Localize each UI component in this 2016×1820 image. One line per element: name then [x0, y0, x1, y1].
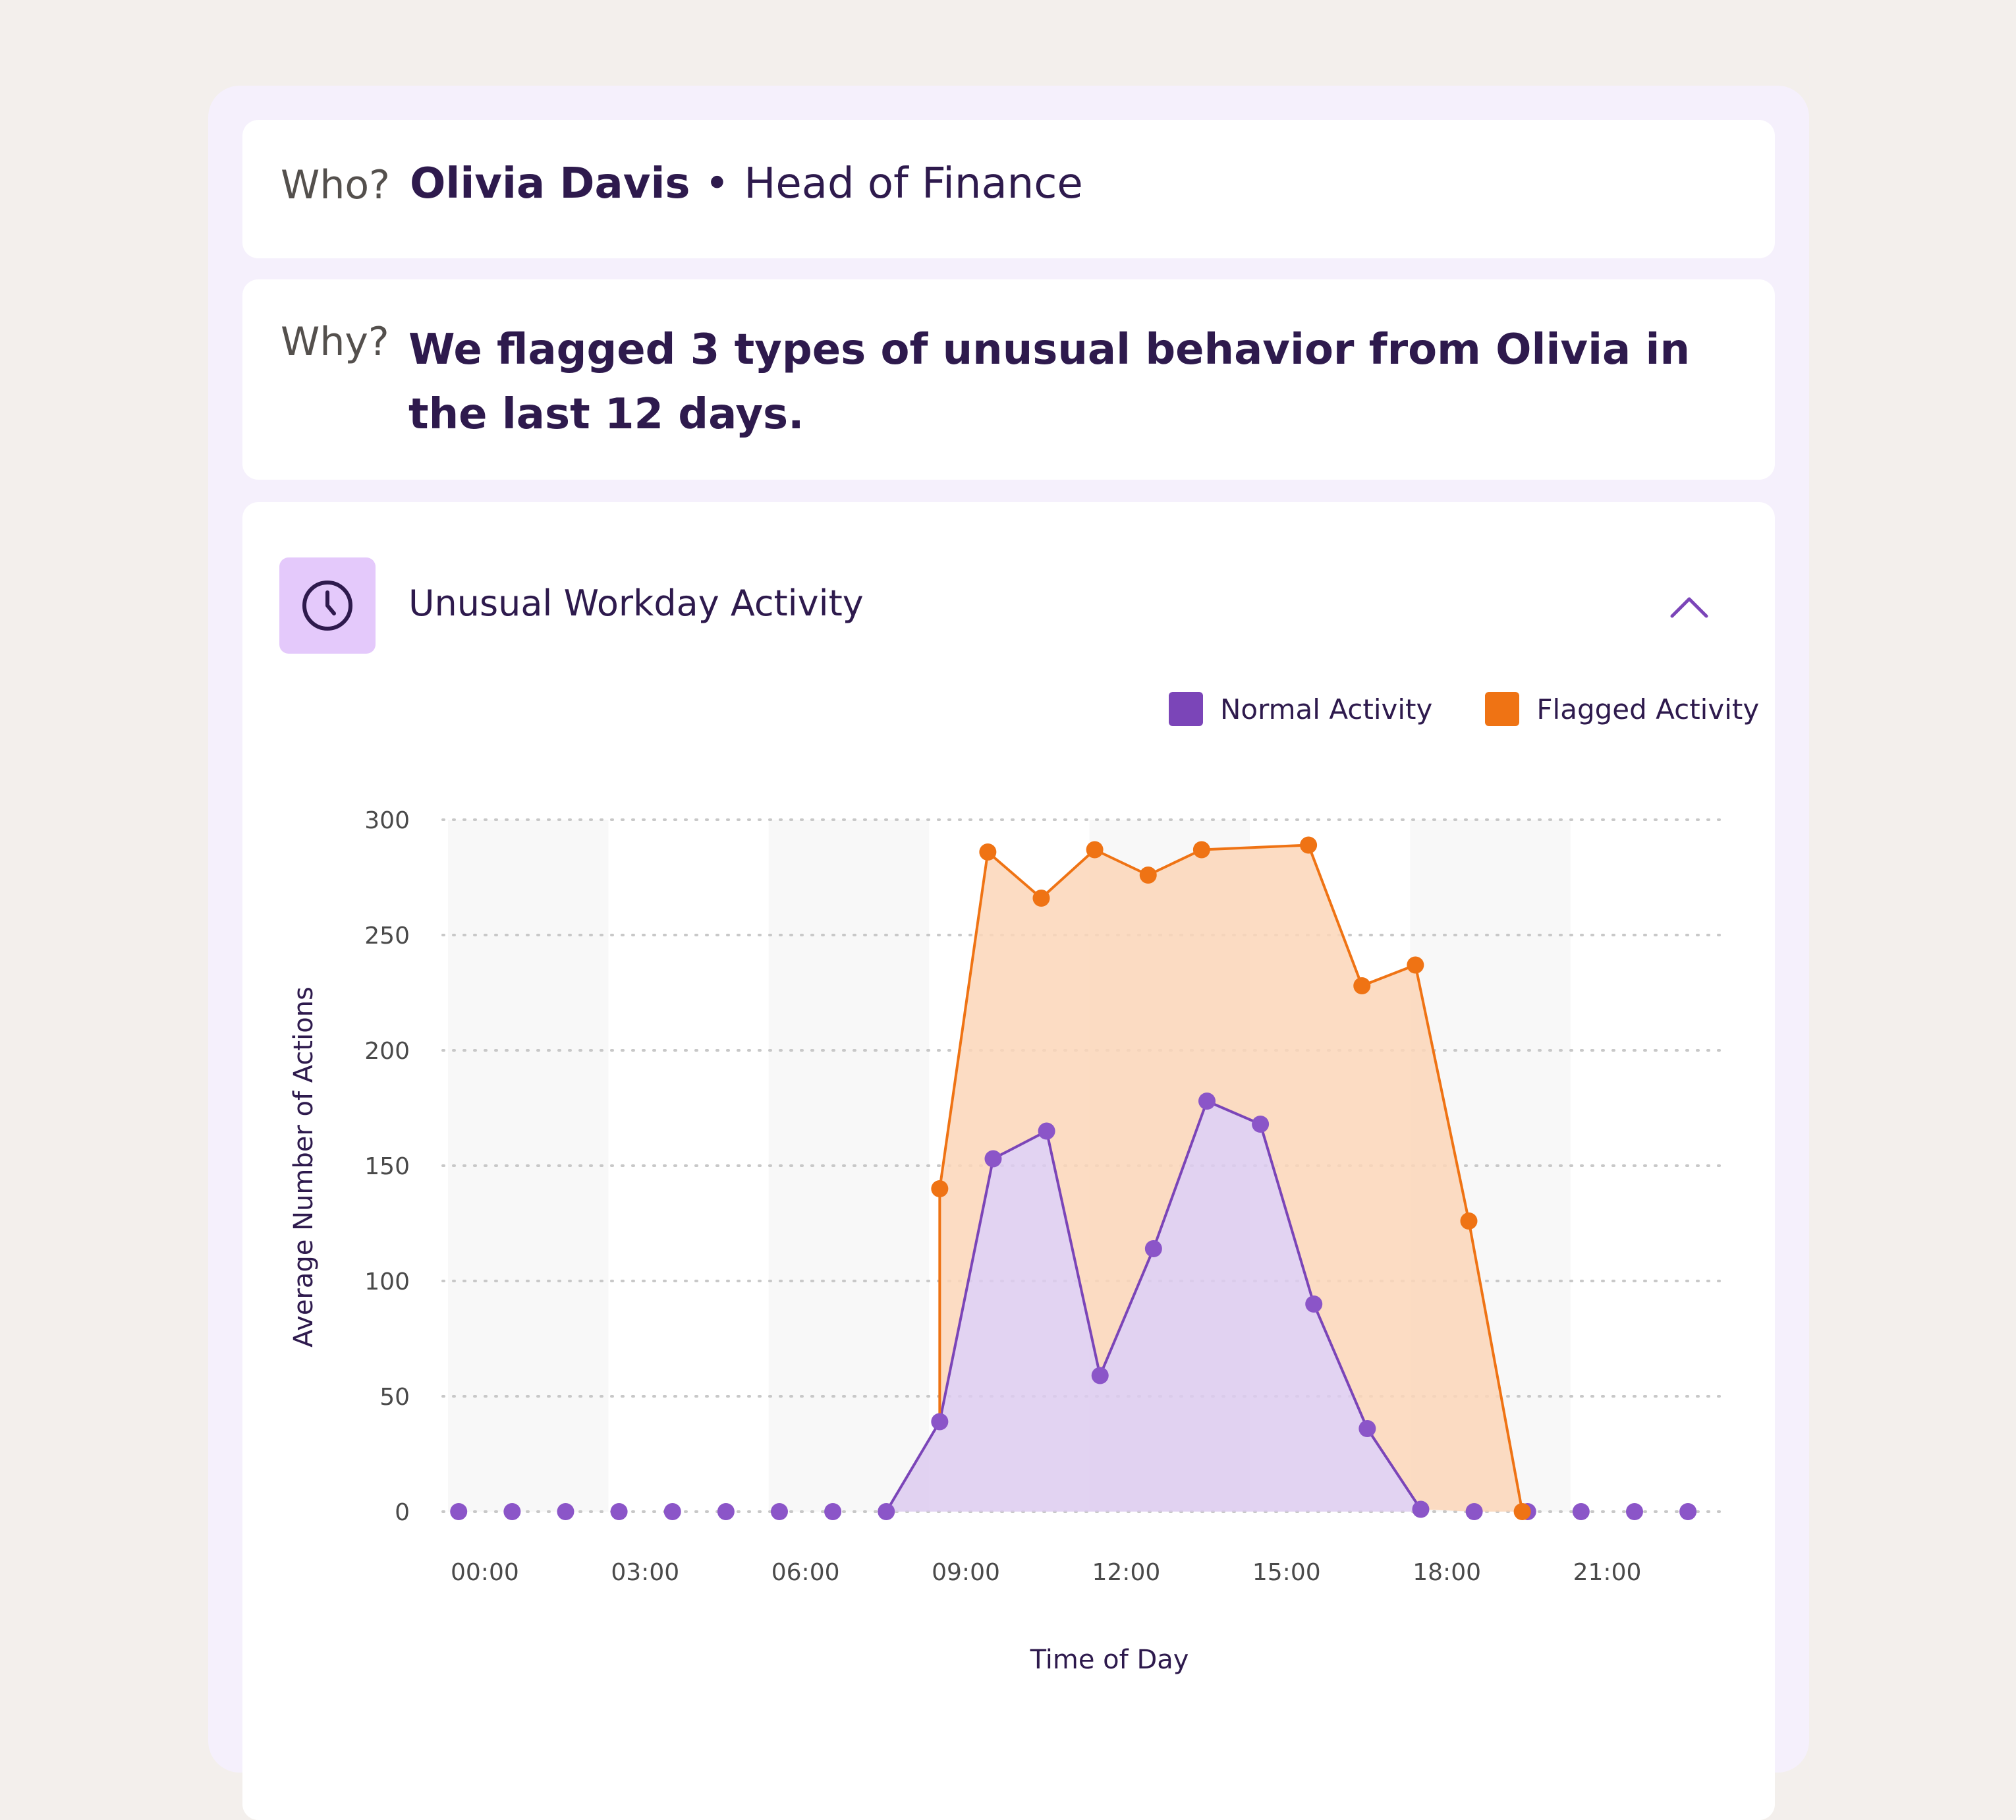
normal-activity-point[interactable]	[1038, 1122, 1055, 1140]
collapse-button[interactable]	[1663, 584, 1716, 630]
y-tick-label: 0	[395, 1499, 410, 1526]
clock-icon	[302, 581, 352, 631]
normal-activity-point[interactable]	[1252, 1116, 1270, 1133]
flagged-activity-area	[939, 845, 1523, 1512]
x-tick-label: 18:00	[1413, 1559, 1481, 1586]
x-tick-label: 09:00	[932, 1559, 1000, 1586]
normal-activity-point[interactable]	[1412, 1500, 1430, 1518]
normal-activity-point[interactable]	[984, 1150, 1002, 1168]
normal-activity-point[interactable]	[1465, 1503, 1483, 1520]
normal-activity-point[interactable]	[1091, 1367, 1109, 1384]
y-tick-label: 200	[364, 1038, 410, 1065]
flagged-activity-point[interactable]	[1353, 977, 1371, 994]
normal-activity-point[interactable]	[1144, 1240, 1162, 1257]
normal-activity-point[interactable]	[1679, 1503, 1697, 1520]
time-band	[768, 820, 930, 1512]
alert-panel: Who? Olivia Davis • Head of Finance Why? W…	[208, 86, 1809, 1820]
y-tick-label: 250	[364, 923, 410, 950]
normal-activity-point[interactable]	[1198, 1093, 1216, 1110]
flagged-activity-point[interactable]	[1407, 956, 1424, 974]
why-text: We flagged 3 types of unusual behavior f…	[408, 326, 1690, 439]
activity-chart: 0 50 100 150 200 250 300 00:00 03:00 06:00 09:00 1…	[289, 807, 1730, 1675]
who-value: Olivia Davis • Head of Finance	[410, 159, 1083, 208]
normal-activity-point[interactable]	[557, 1503, 574, 1520]
clock-icon-tile	[279, 557, 376, 654]
flagged-activity-point[interactable]	[1192, 841, 1210, 859]
who-card: Who? Olivia Davis • Head of Finance	[242, 120, 1775, 258]
normal-activity-point[interactable]	[878, 1503, 895, 1520]
flagged-activity-point[interactable]	[1513, 1503, 1531, 1520]
x-tick-label: 03:00	[611, 1559, 679, 1586]
flagged-activity-point[interactable]	[1300, 836, 1318, 854]
x-tick-label: 00:00	[451, 1559, 519, 1586]
normal-activity-point[interactable]	[450, 1503, 468, 1520]
flagged-activity-point[interactable]	[931, 1180, 949, 1197]
normal-activity-point[interactable]	[824, 1503, 842, 1520]
normal-activity-point[interactable]	[503, 1503, 521, 1520]
user-role: Head of Finance	[744, 159, 1083, 208]
normal-activity-point[interactable]	[663, 1503, 681, 1520]
legend-swatch-flagged	[1485, 692, 1520, 726]
normal-activity-point[interactable]	[1305, 1295, 1323, 1313]
x-axis-title: Time of Day	[1030, 1645, 1189, 1675]
x-tick-label: 06:00	[771, 1559, 840, 1586]
y-tick-label: 150	[364, 1153, 410, 1180]
flagged-activity-point[interactable]	[1032, 890, 1050, 907]
chart-legend: Normal Activity Flagged Activity	[1169, 689, 1759, 729]
flagged-activity-line	[938, 843, 1524, 1512]
flagged-activity-point[interactable]	[1086, 841, 1104, 859]
legend-swatch-normal	[1169, 692, 1203, 726]
normal-activity-point[interactable]	[610, 1503, 628, 1520]
normal-activity-point[interactable]	[717, 1503, 735, 1520]
section-title: Unusual Workday Activity	[408, 583, 864, 624]
y-tick-label: 100	[364, 1268, 410, 1295]
y-axis-title: Average Number of Actions	[289, 986, 319, 1348]
normal-activity-point[interactable]	[1358, 1420, 1376, 1437]
chevron-up-icon	[1670, 597, 1708, 618]
legend-label-flagged: Flagged Activity	[1536, 693, 1760, 725]
y-tick-label: 300	[364, 807, 410, 834]
why-card: Why? We flagged 3 types of unusual behav…	[242, 279, 1775, 480]
flagged-activity-point[interactable]	[1460, 1212, 1478, 1230]
user-name[interactable]: Olivia Davis	[410, 159, 690, 208]
legend-label-normal: Normal Activity	[1220, 693, 1433, 725]
normal-activity-area	[886, 1101, 1421, 1512]
who-label: Who?	[281, 162, 390, 208]
x-tick-label: 21:00	[1573, 1559, 1642, 1586]
legend-item-normal[interactable]: Normal Activity	[1169, 692, 1432, 726]
normal-activity-point[interactable]	[1572, 1503, 1590, 1520]
normal-activity-point[interactable]	[770, 1503, 788, 1520]
flagged-activity-point[interactable]	[1139, 867, 1157, 884]
x-tick-label: 15:00	[1252, 1559, 1321, 1586]
why-label: Why?	[281, 319, 389, 365]
legend-item-flagged[interactable]: Flagged Activity	[1485, 692, 1759, 726]
unusual-activity-card: Unusual Workday Activity Normal Activity…	[242, 502, 1775, 1820]
x-tick-label: 12:00	[1092, 1559, 1161, 1586]
y-tick-label: 50	[379, 1384, 410, 1411]
normal-activity-point[interactable]	[1625, 1503, 1643, 1520]
separator: •	[704, 159, 730, 208]
flagged-activity-point[interactable]	[979, 843, 997, 861]
normal-activity-point[interactable]	[931, 1413, 949, 1431]
